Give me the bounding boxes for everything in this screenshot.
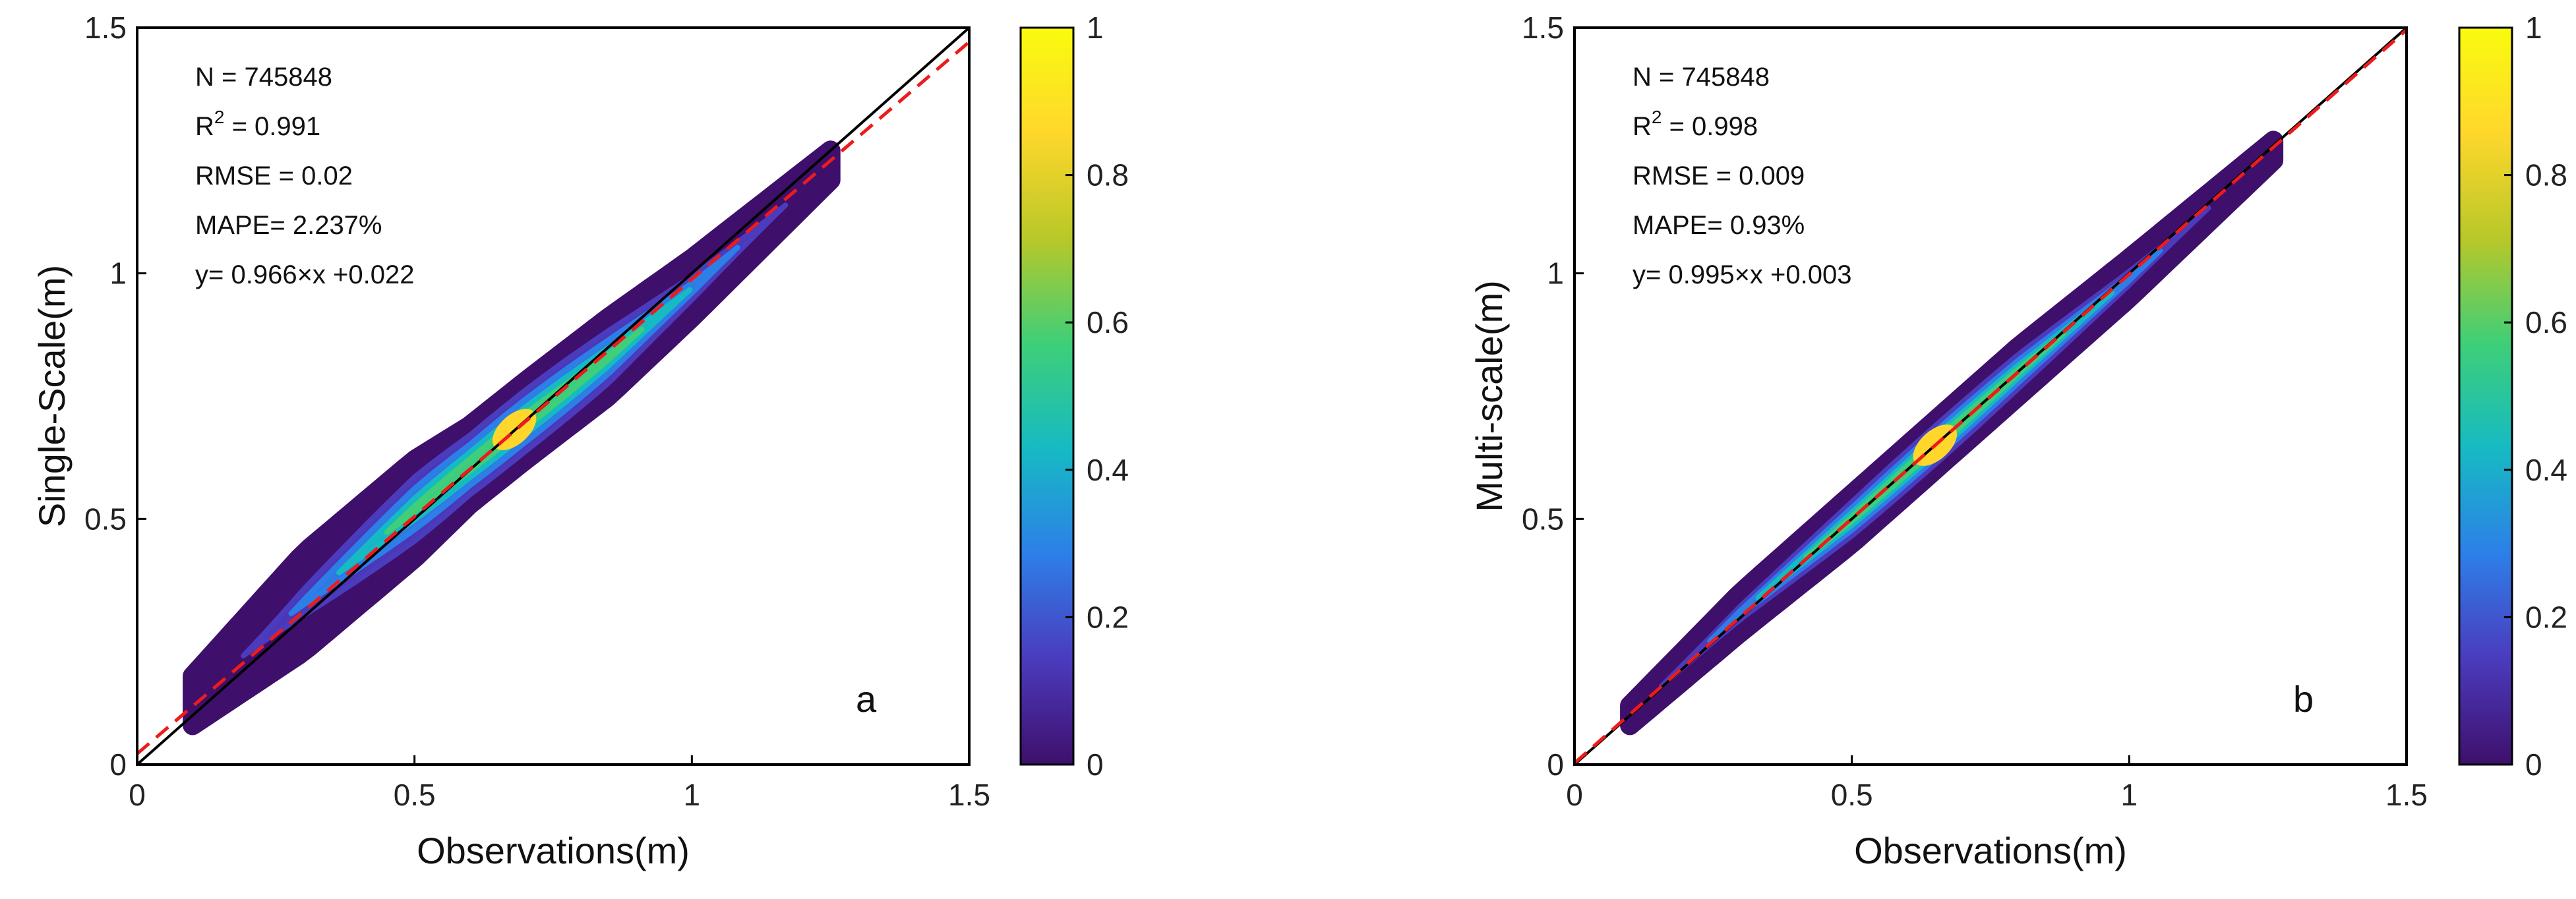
colorbar-b: [2458, 26, 2513, 766]
stat-mape-a: MAPE= 2.237%: [195, 211, 382, 240]
stats-box-a: N = 745848 R2 = 0.991 RMSE = 0.02 MAPE= …: [195, 63, 415, 289]
ticks-b: 0 0.5 1 1.5 0 0.5 1 1.5: [1522, 11, 2428, 812]
colorbar-tick-label-b: 0.6: [2525, 305, 2567, 339]
x-axis-label-b: Observations(m): [1854, 830, 2127, 871]
colorbar-tick-label-b: 0: [2525, 747, 2542, 782]
y-tick-label-a: 1.5: [84, 11, 127, 45]
panel-a: 0 0.5 1 1.5 0 0.5 1 1.5 Observations(m) Single-…: [31, 11, 1129, 871]
stat-mape-b: MAPE= 0.93%: [1632, 211, 1805, 240]
colorbar-tick-label-a: 0.6: [1087, 305, 1129, 339]
colorbar-ticks-a: 0 0.2 0.4 0.6 0.8 1: [1065, 11, 1129, 782]
stat-fit-a: y= 0.966×x +0.022: [195, 260, 415, 289]
colorbar-tick-label-b: 0.4: [2525, 453, 2567, 487]
stat-rmse-b: RMSE = 0.009: [1632, 161, 1805, 190]
colorbar-tick-label-b: 0.2: [2525, 600, 2567, 634]
colorbar-ticks-b: 0 0.2 0.4 0.6 0.8 1: [2504, 11, 2567, 782]
stat-rmse-a: RMSE = 0.02: [195, 161, 353, 190]
y-tick-label-a: 0: [109, 747, 127, 782]
stat-r2-value-a: = 0.991: [224, 112, 320, 141]
fit-line-a: [136, 40, 971, 755]
x-axis-label-a: Observations(m): [417, 830, 690, 871]
x-tick-label-a: 1.5: [948, 778, 990, 812]
colorbar-tick-label-a: 0.4: [1087, 453, 1129, 487]
y-tick-label-a: 1: [109, 256, 127, 291]
panel-letter-a: a: [856, 678, 877, 720]
stat-r2-value-b: = 0.998: [1662, 112, 1758, 141]
stat-r2-a: R2 = 0.991: [195, 107, 320, 141]
stat-r2-prefix-a: R: [195, 112, 214, 141]
panel-letter-b: b: [2293, 678, 2314, 720]
y-axis-label-a: Single-Scale(m): [31, 265, 73, 527]
x-tick-label-a: 1: [684, 778, 701, 812]
y-tick-label-b: 0.5: [1522, 502, 1564, 536]
x-tick-label-a: 0.5: [394, 778, 436, 812]
y-axis-label-b: Multi-scale(m): [1468, 280, 1510, 512]
y-tick-label-b: 1.5: [1522, 11, 1564, 45]
y-tick-label-b: 1: [1547, 256, 1564, 291]
y-tick-label-b: 0: [1547, 747, 1564, 782]
x-tick-label-a: 0: [129, 778, 146, 812]
stat-fit-b: y= 0.995×x +0.003: [1632, 260, 1852, 289]
stat-n-a: N = 745848: [195, 63, 332, 92]
colorbar-tick-label-a: 0: [1087, 747, 1104, 782]
axes-box-b: [1573, 26, 2408, 766]
colorbar-tick-label-b: 1: [2525, 11, 2542, 45]
colorbar-tick-label-a: 0.8: [1087, 158, 1129, 192]
x-tick-label-b: 1.5: [2385, 778, 2428, 812]
y-tick-label-a: 0.5: [84, 502, 127, 536]
one-to-one-line-a: [136, 26, 971, 766]
axes-box-a: [136, 26, 971, 766]
x-tick-label-b: 0.5: [1831, 778, 1873, 812]
fit-line-b: [1573, 28, 2408, 765]
stat-r2-sup-a: 2: [214, 107, 225, 127]
colorbar-tick-label-b: 0.8: [2525, 158, 2567, 192]
colorbar-a: [1019, 26, 1075, 766]
x-tick-label-b: 0: [1566, 778, 1583, 812]
panel-b: 0 0.5 1 1.5 0 0.5 1 1.5 Observations(m) Multi-s…: [1468, 11, 2567, 871]
stat-r2-sup-b: 2: [1652, 107, 1662, 127]
ticks-a: 0 0.5 1 1.5 0 0.5 1 1.5: [84, 11, 990, 812]
stat-n-b: N = 745848: [1632, 63, 1770, 92]
x-tick-label-b: 1: [2121, 778, 2138, 812]
colorbar-tick-label-a: 0.2: [1087, 600, 1129, 634]
stat-r2-prefix-b: R: [1632, 112, 1652, 141]
colorbar-tick-label-a: 1: [1087, 11, 1104, 45]
stat-r2-b: R2 = 0.998: [1632, 107, 1758, 141]
stats-box-b: N = 745848 R2 = 0.998 RMSE = 0.009 MAPE=…: [1632, 63, 1852, 289]
